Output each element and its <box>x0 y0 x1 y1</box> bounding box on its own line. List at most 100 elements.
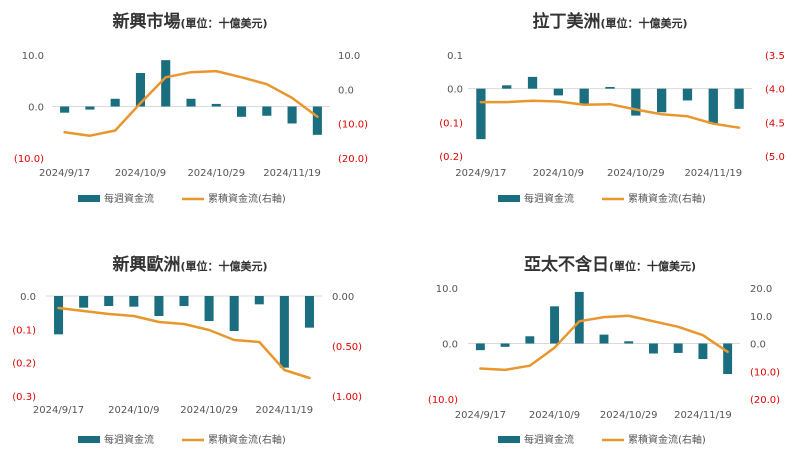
right-axis-tick-label: (5.0 <box>765 152 785 163</box>
weekly-flow-bar <box>312 106 322 135</box>
x-axis-tick-label: 2024/11/19 <box>684 168 742 179</box>
legend-line-label: 累積資金流(右軸) <box>208 433 286 446</box>
x-axis-tick-label: 2024/9/17 <box>455 410 506 421</box>
chart-title-unit: (單位：十億美元) <box>180 259 267 273</box>
weekly-flow-bar <box>574 291 584 344</box>
legend-line-label: 累積資金流(右軸) <box>628 192 706 205</box>
weekly-flow-bar <box>104 296 114 306</box>
weekly-flow-bar <box>723 343 733 375</box>
weekly-flow-bar <box>135 73 146 107</box>
left-axis-tick-label: (0.1) <box>12 325 36 336</box>
chart-asia-pacific-ex-japan: 亞太不含日(單位：十億美元) 10.0 0.0 (10.0) 20.0 10.0 0.0 (1… <box>393 225 786 449</box>
chart-title: 新興歐洲(單位：十億美元) <box>112 254 267 275</box>
cumulative-flow-line <box>479 99 741 129</box>
chart-emerging-markets: 新興市場(單位：十億美元) 10.0 0.0 (10.0) 10.0 0.0 (10.0) (… <box>0 0 393 224</box>
weekly-flow-bar <box>229 296 239 331</box>
left-axis-tick-label: 10.0 <box>436 284 458 295</box>
legend-bar-label: 每週資金流 <box>104 192 154 205</box>
weekly-flow-bar <box>649 343 658 354</box>
weekly-flow-bar <box>204 296 214 321</box>
left-axis-tick-label: 0.0 <box>442 340 458 351</box>
chart-emerging-europe-svg: 新興歐洲(單位：十億美元) 0.0 (0.1) (0.2) (0.3) 0.00 (0.50… <box>12 254 362 446</box>
chart-title: 亞太不含日(單位：十億美元) <box>524 254 696 275</box>
legend-bar-swatch <box>498 436 520 443</box>
weekly-flow-bar <box>734 88 744 109</box>
legend-bar-label: 每週資金流 <box>524 433 574 446</box>
x-axis-tick-label: 2024/10/9 <box>108 405 159 416</box>
weekly-flow-bar <box>110 98 120 107</box>
right-axis-tick-label: (10.0) <box>750 367 780 378</box>
left-axis-tick-label: 10.0 <box>22 51 44 62</box>
weekly-flow-bar <box>254 296 264 305</box>
right-axis-tick-label: (10.0) <box>338 120 368 131</box>
x-axis-tick-label: 2024/10/29 <box>600 410 658 421</box>
left-axis-tick-label: 0.1 <box>447 51 463 62</box>
right-axis-tick-label: 10.0 <box>338 51 360 62</box>
weekly-flow-bar <box>179 296 189 306</box>
x-axis-tick-label: 2024/11/19 <box>674 410 732 421</box>
weekly-flow-bar <box>287 106 297 124</box>
weekly-flow-bar <box>631 88 641 116</box>
weekly-flow-bar <box>605 86 615 89</box>
weekly-flow-bar <box>154 296 164 316</box>
weekly-flow-bar <box>211 103 221 107</box>
left-axis-tick-label: 0.0 <box>20 292 36 303</box>
x-axis-tick-label: 2024/10/29 <box>180 405 238 416</box>
chart-latin-america-svg: 拉丁美洲(單位：十億美元) 0.1 0.0 (0.1) (0.2) (3.5 (4.0 (4.… <box>439 11 785 205</box>
weekly-flow-bar <box>85 106 95 110</box>
weekly-flow-bar <box>656 88 667 113</box>
chart-title-main: 亞太不含日 <box>524 254 609 275</box>
chart-title-main: 拉丁美洲 <box>532 11 600 32</box>
right-axis-tick-label: (4.0 <box>765 85 785 96</box>
weekly-flow-bar <box>553 88 564 96</box>
legend-bar-label: 每週資金流 <box>104 433 154 446</box>
weekly-flow-bar <box>624 341 634 344</box>
left-axis-tick-label: 0.0 <box>447 85 463 96</box>
weekly-flow-bar <box>673 343 683 353</box>
right-axis-tick-label: (4.5 <box>765 118 785 129</box>
weekly-flow-bar <box>527 76 538 89</box>
weekly-flow-bar <box>54 296 64 335</box>
x-axis-tick-label: 2024/11/19 <box>256 405 314 416</box>
left-axis-tick-label: (0.3) <box>12 392 36 403</box>
cumulative-flow-line <box>63 69 319 137</box>
weekly-flow-bar <box>186 98 196 107</box>
weekly-flow-bar <box>525 336 535 344</box>
cumulative-flow-line <box>479 314 729 372</box>
legend-line-label: 累積資金流(右軸) <box>628 433 706 446</box>
left-axis-tick-label: (10.0) <box>14 154 44 165</box>
x-axis-tick-label: 2024/10/29 <box>187 168 245 179</box>
chart-emerging-markets-svg: 新興市場(單位：十億美元) 10.0 0.0 (10.0) 10.0 0.0 (10.0) (… <box>14 11 368 205</box>
chart-title-main: 新興市場 <box>112 11 180 32</box>
weekly-flow-bar <box>502 85 512 89</box>
weekly-flow-bar <box>599 334 609 344</box>
right-axis-tick-label: 0.00 <box>332 292 354 303</box>
x-axis-tick-label: 2024/10/9 <box>115 168 166 179</box>
weekly-flow-bar <box>500 343 510 347</box>
chart-title-unit: (單位：十億美元) <box>180 16 267 30</box>
chart-title-unit: (單位：十億美元) <box>600 16 687 30</box>
chart-title: 拉丁美洲(單位：十億美元) <box>532 11 687 32</box>
legend-bar-swatch <box>78 436 100 443</box>
weekly-flow-bar <box>129 296 139 307</box>
weekly-flow-bar <box>475 343 485 351</box>
weekly-flow-bar <box>79 296 89 308</box>
x-axis-tick-label: 2024/9/17 <box>455 168 506 179</box>
cumulative-flow-line <box>57 306 311 380</box>
x-axis-tick-label: 2024/10/9 <box>533 168 584 179</box>
left-axis-tick-label: (0.2) <box>439 152 463 163</box>
legend-bar-swatch <box>78 195 100 202</box>
weekly-flow-bar <box>236 106 247 117</box>
right-axis-tick-label: (0.50) <box>332 342 362 353</box>
left-axis-tick-label: 0.0 <box>28 103 44 114</box>
right-axis-tick-label: (3.5 <box>765 51 785 62</box>
legend-line-label: 累積資金流(右軸) <box>208 192 286 205</box>
weekly-flow-bar <box>304 296 314 328</box>
weekly-flow-bar <box>579 88 589 104</box>
weekly-flow-bar <box>279 296 289 368</box>
chart-title-main: 新興歐洲 <box>112 254 180 275</box>
x-axis-tick-label: 2024/11/19 <box>263 168 321 179</box>
right-axis-tick-label: (20.0) <box>750 395 780 406</box>
chart-latin-america: 拉丁美洲(單位：十億美元) 0.1 0.0 (0.1) (0.2) (3.5 (4.0 (4.… <box>393 0 786 224</box>
legend-bar-swatch <box>498 195 520 202</box>
